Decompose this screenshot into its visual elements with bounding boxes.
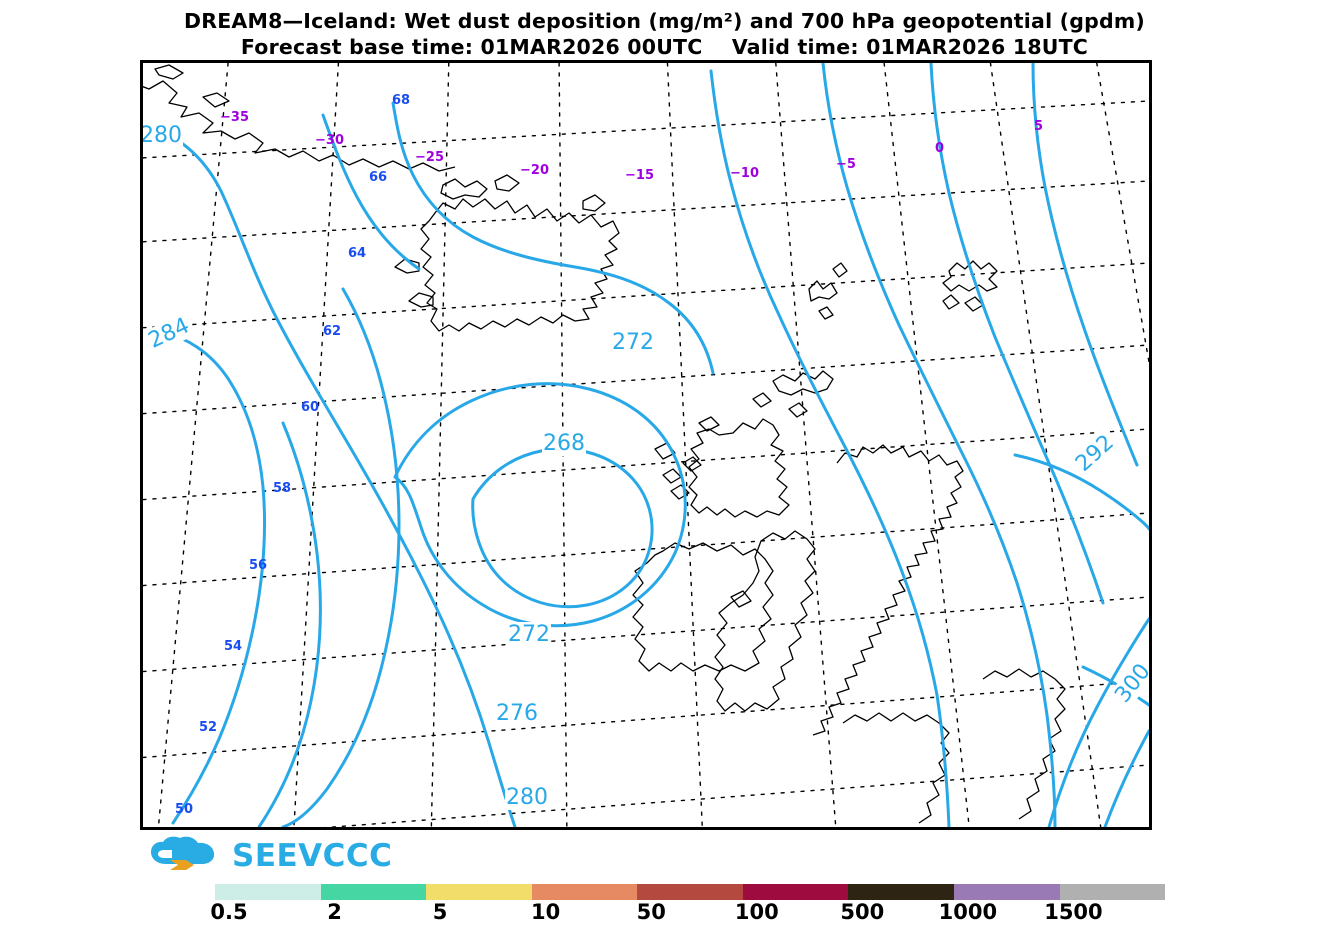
longitude-label: −25 xyxy=(415,150,444,165)
colorbar-segment-6 xyxy=(848,884,954,900)
colorbar-segment-2 xyxy=(426,884,532,900)
colorbar-label: 10 xyxy=(531,900,561,924)
latitude-label: 62 xyxy=(323,324,342,339)
colorbar-label: 1500 xyxy=(1044,900,1103,924)
latitude-label: 58 xyxy=(273,481,292,496)
colorbar-tick-labels: 0.5 2 5 10 50 100 500 1000 1500 xyxy=(210,900,1165,924)
latitude-label: 64 xyxy=(348,246,367,261)
colorbar-label: 50 xyxy=(636,900,666,924)
longitude-label: −10 xyxy=(730,166,759,181)
longitude-label: 0 xyxy=(935,141,945,156)
contour-label: 268 xyxy=(542,431,586,456)
latitude-label: 66 xyxy=(369,170,388,185)
colorbar-segment-5 xyxy=(742,884,849,900)
map-canvas xyxy=(143,63,1149,827)
longitude-label: −15 xyxy=(625,168,654,183)
graticule-gridlines xyxy=(143,63,1149,827)
geopotential-contours xyxy=(159,63,1149,827)
latitude-label: 54 xyxy=(224,639,243,654)
latitude-label: 50 xyxy=(175,802,194,817)
map-plot-area: 280 284 272 268 272 276 280 292 300 xyxy=(140,60,1152,830)
colorbar-label: 0.5 xyxy=(210,900,248,924)
colorbar-segment-8 xyxy=(1059,884,1166,900)
colorbar-label: 5 xyxy=(432,900,448,924)
seevccc-logo-text: SEEVCCC xyxy=(232,838,393,874)
latitude-label: 52 xyxy=(199,720,218,735)
longitude-label: 5 xyxy=(1034,119,1044,134)
longitude-label: −35 xyxy=(220,110,249,125)
deposition-colorbar xyxy=(215,884,1166,900)
contour-label: 272 xyxy=(507,622,551,647)
latitude-label: 56 xyxy=(249,558,268,573)
latitude-label: 60 xyxy=(301,400,320,415)
colorbar-segment-3 xyxy=(531,884,638,900)
colorbar-label: 500 xyxy=(840,900,885,924)
latitude-label: 68 xyxy=(392,93,411,108)
page-title: DREAM8—Iceland: Wet dust deposition (mg/… xyxy=(184,9,1145,33)
contour-label: 280 xyxy=(140,123,183,148)
chart-title-block: DREAM8—Iceland: Wet dust deposition (mg/… xyxy=(0,8,1329,60)
longitude-label: −30 xyxy=(315,133,344,148)
contour-label: 272 xyxy=(611,330,655,355)
contour-label: 280 xyxy=(505,785,549,810)
colorbar-segment-7 xyxy=(953,884,1060,900)
coastlines xyxy=(143,64,1066,824)
longitude-label: −20 xyxy=(520,163,549,178)
seevccc-logo-icon xyxy=(151,836,215,870)
colorbar-label: 1000 xyxy=(938,900,998,924)
colorbar-label: 100 xyxy=(734,900,779,924)
colorbar-segment-4 xyxy=(637,884,743,900)
colorbar-label: 2 xyxy=(327,900,342,924)
colorbar-segment-1 xyxy=(320,884,427,900)
contour-label: 276 xyxy=(495,701,539,726)
longitude-label: −5 xyxy=(836,157,856,172)
forecast-time-subtitle: Forecast base time: 01MAR2026 00UTC Vali… xyxy=(240,35,1089,59)
colorbar-segment-0 xyxy=(215,884,321,900)
